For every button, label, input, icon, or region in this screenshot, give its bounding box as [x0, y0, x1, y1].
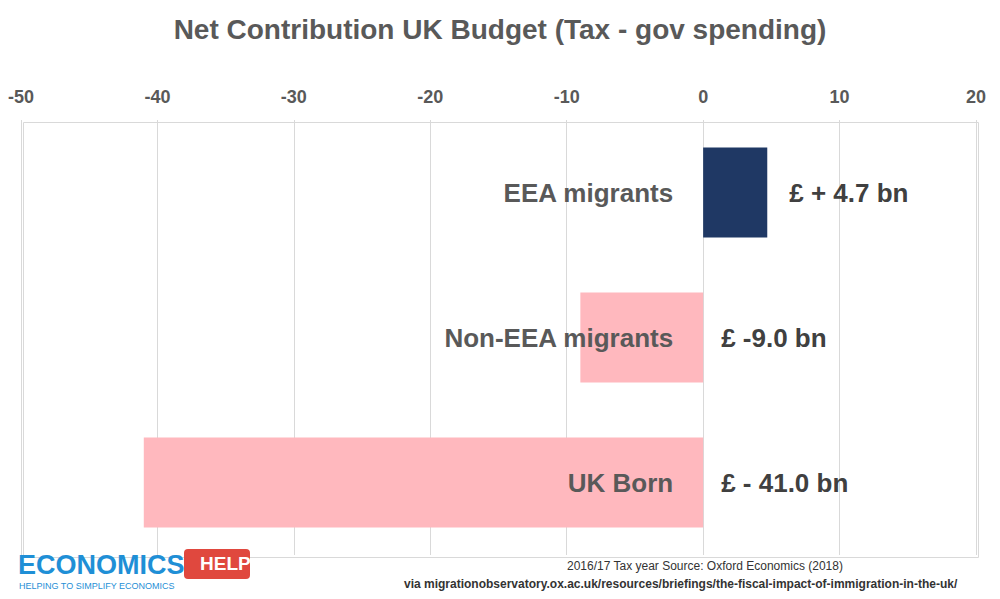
svg-text:-50: -50	[8, 87, 34, 107]
svg-text:via migrationobservatory.ox.ac: via migrationobservatory.ox.ac.uk/resour…	[404, 577, 958, 591]
svg-text:-20: -20	[417, 87, 443, 107]
svg-text:0: 0	[698, 87, 708, 107]
svg-text:Non-EEA migrants: Non-EEA migrants	[444, 323, 673, 353]
svg-text:-30: -30	[281, 87, 307, 107]
svg-text:HELPING TO SIMPLIFY ECONOMICS: HELPING TO SIMPLIFY ECONOMICS	[19, 581, 175, 591]
svg-text:-40: -40	[144, 87, 170, 107]
svg-text:UK Born: UK Born	[568, 468, 673, 498]
svg-text:20: 20	[966, 87, 986, 107]
svg-text:Net Contribution UK Budget (Ta: Net Contribution UK Budget (Tax - gov sp…	[174, 14, 827, 45]
svg-text:HELP: HELP	[200, 553, 251, 574]
svg-text:-10: -10	[554, 87, 580, 107]
svg-text:EEA migrants: EEA migrants	[504, 178, 674, 208]
svg-text:£ + 4.7 bn: £ + 4.7 bn	[789, 178, 908, 208]
svg-text:ECONOMICS: ECONOMICS	[18, 550, 185, 580]
svg-text:10: 10	[830, 87, 850, 107]
svg-text:2016/17 Tax year Source: Oxfor: 2016/17 Tax year Source: Oxford Economic…	[567, 559, 843, 573]
svg-text:£ -9.0 bn: £ -9.0 bn	[721, 323, 826, 353]
svg-text:£ - 41.0 bn: £ - 41.0 bn	[721, 468, 848, 498]
